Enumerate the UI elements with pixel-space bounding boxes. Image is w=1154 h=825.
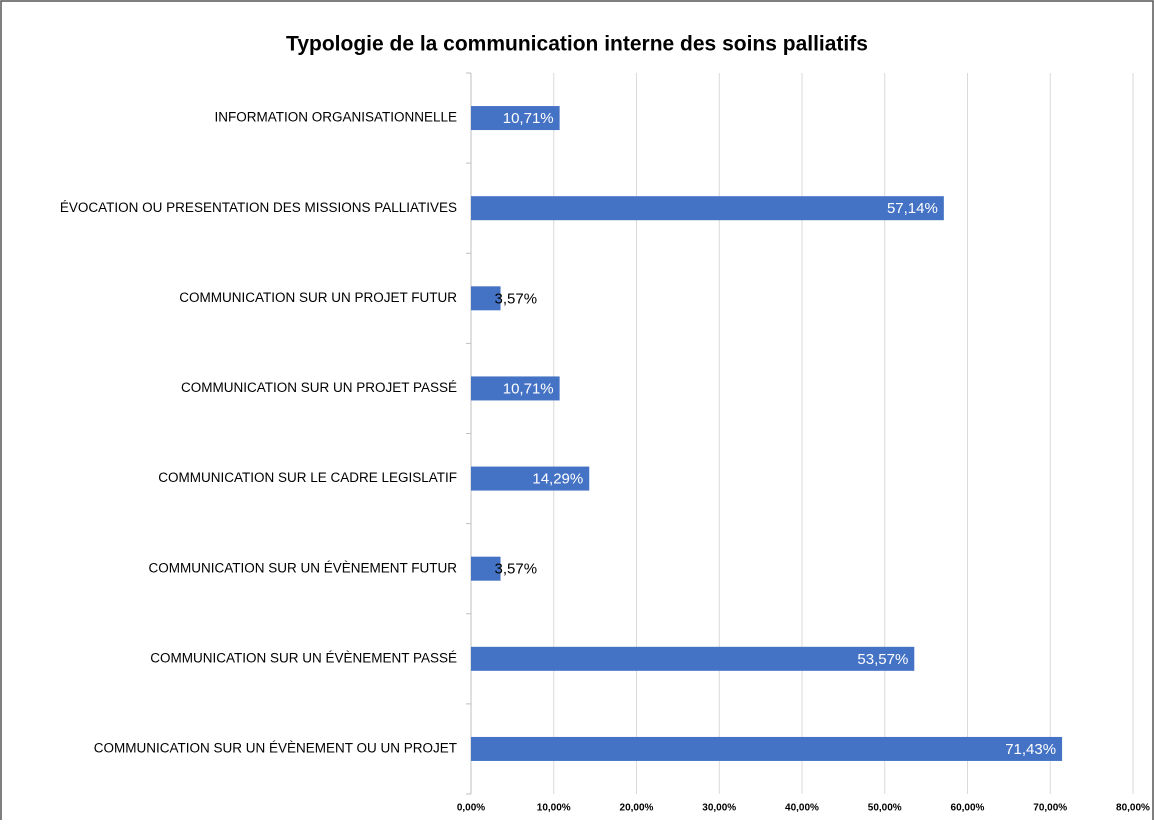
data-label: 3,57% bbox=[495, 290, 538, 307]
x-tick-label: 10,00% bbox=[537, 803, 571, 814]
y-tick-label: INFORMATION ORGANISATIONNELLE bbox=[214, 110, 457, 125]
x-tick-label: 30,00% bbox=[702, 803, 736, 814]
data-label: 14,29% bbox=[532, 471, 583, 488]
bar bbox=[471, 106, 560, 131]
chart-title: Typologie de la communication interne de… bbox=[286, 33, 868, 56]
x-tick-label: 20,00% bbox=[620, 803, 654, 814]
x-tick-label: 60,00% bbox=[951, 803, 985, 814]
bar bbox=[471, 286, 501, 311]
bar bbox=[471, 466, 590, 491]
data-label: 3,57% bbox=[495, 561, 538, 578]
data-label: 71,43% bbox=[1005, 741, 1056, 758]
bar bbox=[471, 736, 1063, 761]
data-label: 53,57% bbox=[857, 651, 908, 668]
data-label: 57,14% bbox=[887, 200, 938, 217]
data-label: 10,71% bbox=[503, 110, 554, 127]
data-label: 10,71% bbox=[503, 380, 554, 397]
bar bbox=[471, 556, 501, 581]
x-tick-label: 50,00% bbox=[868, 803, 902, 814]
bar bbox=[471, 646, 915, 671]
y-tick-label: COMMUNICATION SUR UN ÉVÈNEMENT FUTUR bbox=[148, 560, 457, 575]
x-tick-label: 70,00% bbox=[1033, 803, 1067, 814]
bar bbox=[471, 376, 560, 401]
x-tick-label: 80,00% bbox=[1116, 803, 1150, 814]
y-tick-label: COMMUNICATION SUR UN PROJET FUTUR bbox=[179, 290, 457, 305]
y-tick-label: COMMUNICATION SUR UN ÉVÈNEMENT OU UN PRO… bbox=[94, 741, 457, 756]
y-tick-label: ÉVOCATION OU PRESENTATION DES MISSIONS P… bbox=[60, 200, 457, 215]
y-tick-label: COMMUNICATION SUR LE CADRE LEGISLATIF bbox=[158, 470, 457, 485]
bar bbox=[471, 196, 944, 221]
x-tick-label: 40,00% bbox=[785, 803, 819, 814]
y-tick-label: COMMUNICATION SUR UN PROJET PASSÉ bbox=[181, 380, 457, 395]
y-tick-label: COMMUNICATION SUR UN ÉVÈNEMENT PASSÉ bbox=[150, 650, 457, 665]
x-tick-label: 0,00% bbox=[457, 803, 485, 814]
